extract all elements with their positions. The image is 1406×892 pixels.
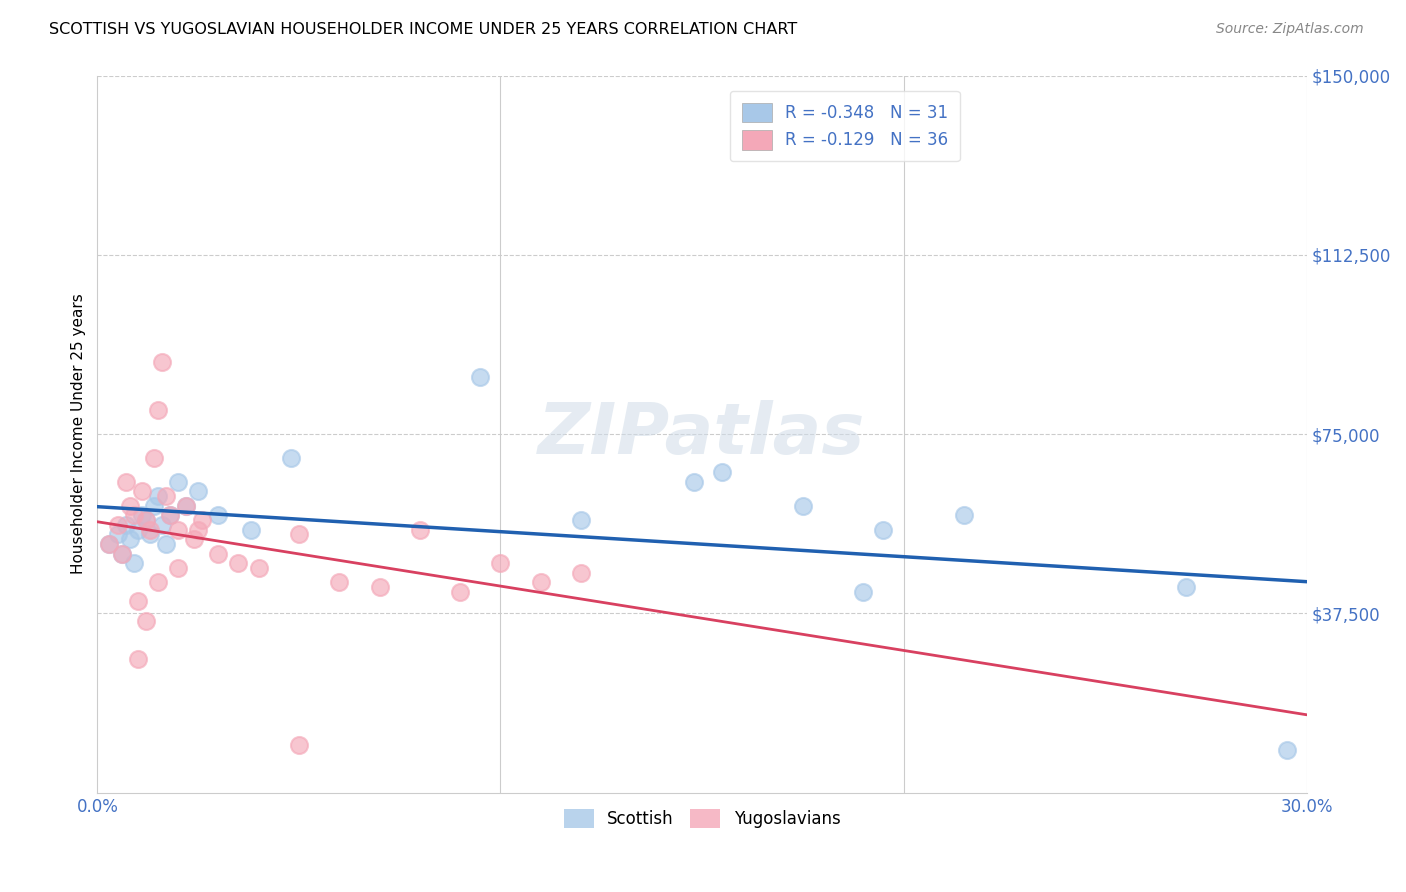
Point (146, 489, 169, 503)
Point (191, 513, 214, 527)
Point (131, 508, 153, 523)
Point (142, 450, 165, 465)
Point (150, 517, 173, 532)
Point (368, 580, 391, 594)
Point (127, 523, 149, 537)
Point (187, 484, 209, 499)
Point (852, 585, 875, 599)
Point (135, 513, 157, 527)
Point (187, 523, 209, 537)
Point (110, 547, 132, 561)
Point (98, 537, 121, 551)
Point (139, 523, 162, 537)
Point (155, 537, 177, 551)
Point (872, 523, 894, 537)
Point (135, 614, 157, 628)
Point (139, 527, 162, 541)
Point (1174, 580, 1197, 594)
Point (114, 475, 136, 489)
Point (127, 594, 149, 608)
Point (569, 566, 592, 580)
Point (569, 513, 592, 527)
Point (1275, 742, 1298, 756)
Point (118, 499, 141, 513)
Point (247, 561, 270, 575)
Point (146, 575, 169, 590)
Point (167, 475, 190, 489)
Point (155, 489, 177, 503)
Point (792, 499, 814, 513)
Point (114, 517, 136, 532)
Point (107, 517, 129, 532)
Point (135, 513, 157, 527)
Point (409, 523, 432, 537)
Legend: Scottish, Yugoslavians: Scottish, Yugoslavians (557, 802, 846, 835)
Point (150, 355, 173, 369)
Point (159, 508, 181, 523)
Point (122, 556, 145, 570)
Point (239, 523, 262, 537)
Point (280, 450, 302, 465)
Point (159, 508, 181, 523)
Point (110, 547, 132, 561)
Point (228, 556, 250, 570)
Point (127, 652, 149, 666)
Text: Source: ZipAtlas.com: Source: ZipAtlas.com (1216, 22, 1364, 37)
Point (288, 527, 311, 541)
Point (142, 499, 165, 513)
Text: SCOTTISH VS YUGOSLAVIAN HOUSEHOLDER INCOME UNDER 25 YEARS CORRELATION CHART: SCOTTISH VS YUGOSLAVIAN HOUSEHOLDER INCO… (49, 22, 797, 37)
Point (122, 508, 145, 523)
Point (118, 533, 141, 547)
Point (530, 575, 553, 590)
Point (489, 556, 512, 570)
Point (711, 466, 734, 480)
Point (146, 403, 169, 417)
Point (683, 475, 706, 489)
Text: ZIPatlas: ZIPatlas (538, 400, 866, 468)
Point (470, 369, 492, 384)
Point (167, 561, 190, 575)
Point (167, 523, 190, 537)
Point (174, 499, 197, 513)
Point (107, 527, 129, 541)
Point (449, 585, 471, 599)
Point (207, 547, 229, 561)
Point (953, 508, 976, 523)
Point (288, 738, 311, 752)
Point (174, 499, 197, 513)
Point (328, 575, 350, 590)
Point (131, 484, 153, 499)
Point (183, 533, 205, 547)
Point (207, 508, 229, 523)
Y-axis label: Householder Income Under 25 years: Householder Income Under 25 years (72, 293, 86, 574)
Point (98, 537, 121, 551)
